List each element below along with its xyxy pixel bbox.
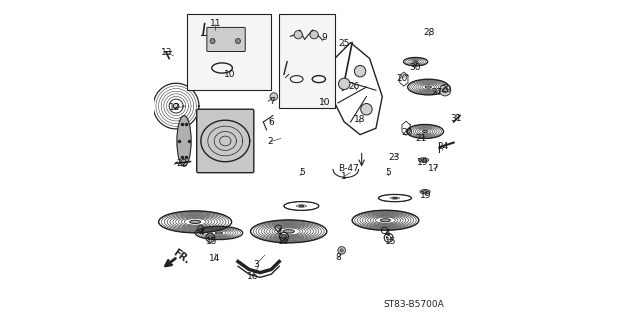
Ellipse shape [381,219,391,222]
Circle shape [361,104,372,115]
Text: 6: 6 [268,118,274,127]
Text: 16: 16 [247,272,259,281]
Text: 4: 4 [276,228,282,237]
Text: B-47: B-47 [338,164,358,173]
Ellipse shape [299,205,304,207]
Circle shape [310,31,318,39]
Text: 17: 17 [428,164,439,173]
Text: 5: 5 [385,168,391,177]
Text: 27: 27 [431,88,442,97]
Text: 10: 10 [224,70,236,79]
Text: 24: 24 [438,142,449,151]
Text: 23: 23 [388,153,400,162]
Circle shape [294,31,302,39]
Circle shape [210,38,215,44]
Ellipse shape [414,61,418,62]
Text: 1: 1 [341,172,346,181]
Circle shape [354,66,366,77]
Text: 11: 11 [210,19,221,28]
Text: FR.: FR. [171,247,192,266]
Text: 7: 7 [269,98,275,107]
Text: 14: 14 [209,254,221,263]
Circle shape [338,247,346,254]
Text: 4: 4 [384,229,390,238]
Circle shape [439,84,451,96]
Text: 15: 15 [278,237,289,246]
Text: 15: 15 [206,237,217,246]
Text: 21: 21 [415,134,427,143]
Text: 9: 9 [321,33,327,42]
Text: 28: 28 [424,28,435,37]
Text: 8: 8 [336,253,341,262]
Text: 19: 19 [417,158,428,167]
Ellipse shape [421,159,426,161]
Circle shape [173,103,179,109]
Ellipse shape [422,191,428,193]
Text: 22: 22 [177,159,188,168]
Ellipse shape [283,230,294,233]
Ellipse shape [422,131,428,132]
Ellipse shape [216,232,222,234]
Text: 29: 29 [441,85,452,94]
Text: 2: 2 [268,137,274,146]
Text: 3: 3 [254,260,259,268]
Text: 13: 13 [161,48,172,57]
Ellipse shape [419,158,429,162]
Text: 26: 26 [349,82,360,91]
Text: 31: 31 [450,114,462,123]
Ellipse shape [177,116,191,166]
FancyBboxPatch shape [188,14,271,90]
Text: 20: 20 [401,128,412,137]
Ellipse shape [392,197,398,199]
FancyBboxPatch shape [197,109,254,173]
Text: 15: 15 [385,237,397,246]
Text: 25: 25 [338,39,349,48]
Circle shape [339,78,350,90]
Ellipse shape [420,189,430,194]
Text: 10: 10 [319,98,330,107]
Circle shape [442,88,448,93]
Circle shape [340,249,343,252]
Circle shape [236,38,241,44]
Ellipse shape [189,220,201,223]
Text: 4: 4 [199,228,204,237]
FancyBboxPatch shape [279,14,335,108]
Text: 19: 19 [420,191,431,200]
Text: ST83-B5700A: ST83-B5700A [384,300,444,309]
Text: 5: 5 [299,168,305,177]
Text: 20: 20 [396,74,408,83]
Ellipse shape [425,86,431,88]
FancyBboxPatch shape [207,28,245,52]
Text: 12: 12 [169,103,180,112]
Text: 18: 18 [354,115,365,124]
Circle shape [270,93,278,100]
Text: 30: 30 [409,63,421,72]
